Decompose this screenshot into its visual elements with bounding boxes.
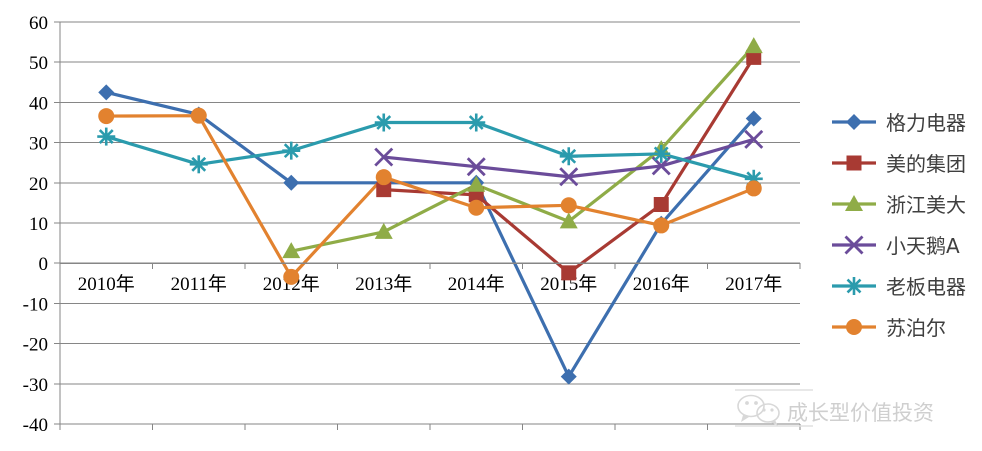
- series-1-markers: [98, 84, 762, 385]
- y-axis-tick-label: 50: [29, 53, 48, 74]
- data-point-asterisk: [559, 147, 578, 166]
- series-line: [105, 120, 755, 181]
- y-axis-labels-group: 60 50 40 30 20 10 0 -10 -20 -30 -40: [23, 13, 48, 436]
- x-axis-tick-label: 2016年: [633, 273, 690, 295]
- data-point-diamond: [560, 368, 577, 385]
- y-axis-tick-label: 40: [29, 93, 48, 114]
- data-point-circle: [745, 180, 762, 197]
- legend-item-4[interactable]: 小天鹅A: [832, 234, 960, 258]
- series-5: [105, 120, 755, 181]
- x-axis-tick-label: 2015年: [540, 273, 597, 295]
- data-point-triangle: [282, 242, 301, 259]
- legend-item-3[interactable]: 浙江美大: [832, 193, 966, 217]
- legend-label: 老板电器: [886, 275, 966, 299]
- data-point-diamond: [745, 110, 762, 127]
- data-point-x: [466, 157, 486, 177]
- x-axis-tick-label: 2017年: [725, 273, 782, 295]
- series-6: [106, 114, 755, 279]
- data-point-triangle: [374, 222, 393, 239]
- series-2-markers: [376, 49, 762, 281]
- legend-label: 美的集团: [886, 152, 966, 176]
- y-axis-tick-label: 60: [29, 13, 48, 34]
- data-point-circle: [375, 169, 392, 186]
- x-axis-tick-label: 2010年: [78, 273, 135, 295]
- data-point-square: [846, 155, 862, 171]
- y-axis-tick-label: -20: [23, 335, 48, 356]
- data-point-circle: [846, 319, 862, 335]
- x-tick-marks-group: [59, 263, 801, 430]
- y-axis-tick-label: 0: [39, 254, 49, 275]
- series-1: [105, 90, 755, 379]
- data-point-triangle: [467, 175, 486, 192]
- data-point-circle: [560, 197, 577, 214]
- x-axis-tick-label: 2011年: [171, 273, 227, 295]
- legend-item-2[interactable]: 美的集团: [832, 152, 966, 176]
- data-point-square: [561, 265, 577, 281]
- y-axis-tick-label: -40: [23, 415, 48, 436]
- data-point-circle: [283, 268, 300, 285]
- data-point-x: [844, 235, 864, 255]
- series-line: [106, 114, 755, 279]
- wechat-icon: [737, 394, 780, 426]
- y-axis-tick-label: 30: [29, 134, 48, 155]
- legend-item-5[interactable]: 老板电器: [832, 275, 966, 299]
- series-layer: [97, 37, 764, 385]
- data-point-asterisk: [467, 113, 486, 132]
- series-4-markers: [374, 129, 764, 187]
- series-6-markers: [98, 107, 762, 285]
- data-point-asterisk: [189, 155, 208, 174]
- data-point-circle: [98, 108, 115, 125]
- legend-label: 小天鹅A: [886, 234, 960, 258]
- y-axis-tick-label: -10: [23, 294, 48, 315]
- legend-item-6[interactable]: 苏泊尔: [832, 316, 946, 340]
- data-point-x: [744, 129, 764, 149]
- series-line: [105, 90, 755, 379]
- data-point-diamond: [846, 114, 862, 130]
- legend-label: 格力电器: [886, 111, 966, 135]
- data-point-square: [746, 49, 762, 65]
- data-point-x: [374, 147, 394, 167]
- y-axis-tick-label: -30: [23, 375, 48, 396]
- series-3-markers: [282, 37, 763, 259]
- data-point-x: [559, 167, 579, 187]
- data-point-asterisk: [374, 113, 393, 132]
- y-axis-tick-label: 20: [29, 174, 48, 195]
- series-5-markers: [97, 113, 763, 188]
- legend-label: 浙江美大: [886, 193, 966, 217]
- x-axis-tick-label: 2013年: [355, 273, 412, 295]
- series-3: [290, 45, 755, 253]
- y-tick-marks-group: [54, 21, 60, 425]
- data-point-circle: [190, 107, 207, 124]
- data-point-circle: [653, 217, 670, 234]
- gridlines-group: [60, 21, 800, 425]
- watermark: 成长型价值投资: [735, 389, 934, 427]
- x-axis-tick-label: 2014年: [448, 273, 505, 295]
- data-point-square: [653, 197, 669, 213]
- axis-lines-group: [59, 22, 800, 424]
- watermark-text: 成长型价值投资: [787, 401, 934, 425]
- series-line: [290, 45, 755, 253]
- data-point-asterisk: [97, 127, 116, 146]
- data-point-diamond: [98, 84, 115, 101]
- data-point-circle: [468, 199, 485, 216]
- y-axis-tick-label: 10: [29, 214, 48, 235]
- legend-label: 苏泊尔: [886, 316, 946, 340]
- data-point-square: [376, 182, 392, 198]
- legend-item-1[interactable]: 格力电器: [832, 111, 966, 135]
- data-point-asterisk: [652, 144, 671, 163]
- data-point-asterisk: [282, 141, 301, 160]
- data-point-triangle: [559, 212, 578, 229]
- data-point-triangle: [845, 195, 863, 211]
- data-point-asterisk: [845, 277, 863, 295]
- x-axis-labels-group: 2010年2011年2012年2013年2014年2015年2016年2017年: [78, 273, 783, 295]
- data-point-triangle: [744, 37, 763, 54]
- data-point-diamond: [283, 174, 300, 191]
